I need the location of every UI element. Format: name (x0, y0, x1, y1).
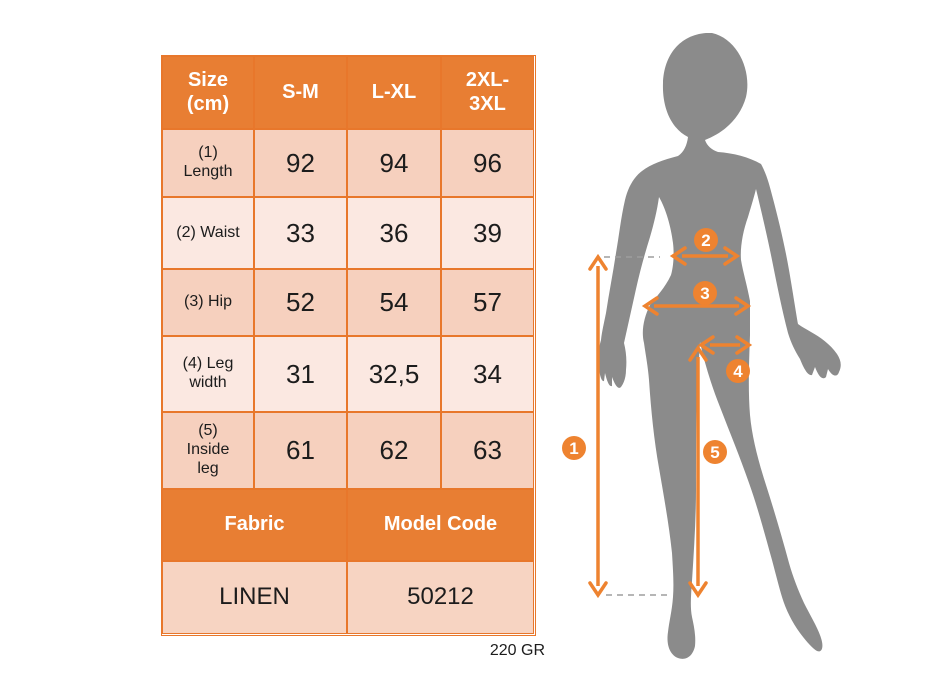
badge-3-hip: 3 (693, 281, 717, 305)
value-waist-sm: 33 (254, 197, 347, 269)
header-s-m: S-M (254, 56, 347, 129)
value-length-2xl3xl: 96 (441, 129, 534, 197)
arrow-waist-head-left (669, 246, 687, 266)
badge-5-circle (703, 440, 727, 464)
row-label-length: (1) Length (162, 129, 254, 197)
value-waist-lxl: 36 (347, 197, 441, 269)
row-label-inside-leg: (5) Inside leg (162, 412, 254, 489)
badge-1-length: 1 (562, 436, 586, 460)
row-label-leg-width: (4) Leg width (162, 336, 254, 412)
arrow-leg-width-head-right (735, 335, 753, 355)
header-2xl-3xl: 2XL- 3XL (441, 56, 534, 129)
row-label-waist: (2) Waist (162, 197, 254, 269)
value-waist-2xl3xl: 39 (441, 197, 534, 269)
value-leg-width-sm: 31 (254, 336, 347, 412)
arrow-waist-head-right (723, 246, 741, 266)
header-l-xl: L-XL (347, 56, 441, 129)
value-hip-2xl3xl: 57 (441, 269, 534, 336)
weight-note: 220 GR (489, 642, 545, 659)
badge-3-circle (693, 281, 717, 305)
row-label-hip: (3) Hip (162, 269, 254, 336)
arrow-leg-width-head-left (697, 335, 715, 355)
footer-header-model-code: Model Code (347, 489, 534, 561)
badge-4-circle (726, 359, 750, 383)
header-size-cm: Size (cm) (162, 56, 254, 129)
badge-1-number: 1 (569, 439, 578, 458)
badge-3-number: 3 (700, 284, 709, 303)
badge-2-circle (694, 228, 718, 252)
size-chart-table: Size (cm) S-M L-XL 2XL- 3XL (1) Length 9… (161, 55, 536, 636)
value-leg-width-lxl: 32,5 (347, 336, 441, 412)
arrow-inside-leg-head-top (688, 344, 708, 362)
badge-4-number: 4 (733, 362, 743, 381)
value-hip-sm: 52 (254, 269, 347, 336)
badge-1-circle (562, 436, 586, 460)
value-inside-leg-sm: 61 (254, 412, 347, 489)
female-silhouette-svg: 1 2 3 4 5 (562, 33, 841, 659)
arrow-inside-leg-head-bottom (688, 581, 708, 599)
arrow-hip-head-right (734, 296, 752, 316)
badge-5-number: 5 (710, 443, 719, 462)
badge-2-waist: 2 (694, 228, 718, 252)
arrow-hip-head-left (641, 296, 659, 316)
arrow-length-head-top (588, 253, 608, 271)
badge-5-inside-leg: 5 (703, 440, 727, 464)
arrow-length-head-bottom (588, 581, 608, 599)
badge-2-number: 2 (701, 231, 710, 250)
footer-value-fabric: LINEN (162, 561, 347, 634)
footer-value-model-code: 50212 (347, 561, 534, 634)
value-length-sm: 92 (254, 129, 347, 197)
footer-header-fabric: Fabric (162, 489, 347, 561)
value-leg-width-2xl3xl: 34 (441, 336, 534, 412)
value-hip-lxl: 54 (347, 269, 441, 336)
value-inside-leg-lxl: 62 (347, 412, 441, 489)
measurement-diagram: 1 2 3 4 5 (560, 25, 890, 673)
badge-4-leg-width: 4 (726, 359, 750, 383)
value-inside-leg-2xl3xl: 63 (441, 412, 534, 489)
value-length-lxl: 94 (347, 129, 441, 197)
